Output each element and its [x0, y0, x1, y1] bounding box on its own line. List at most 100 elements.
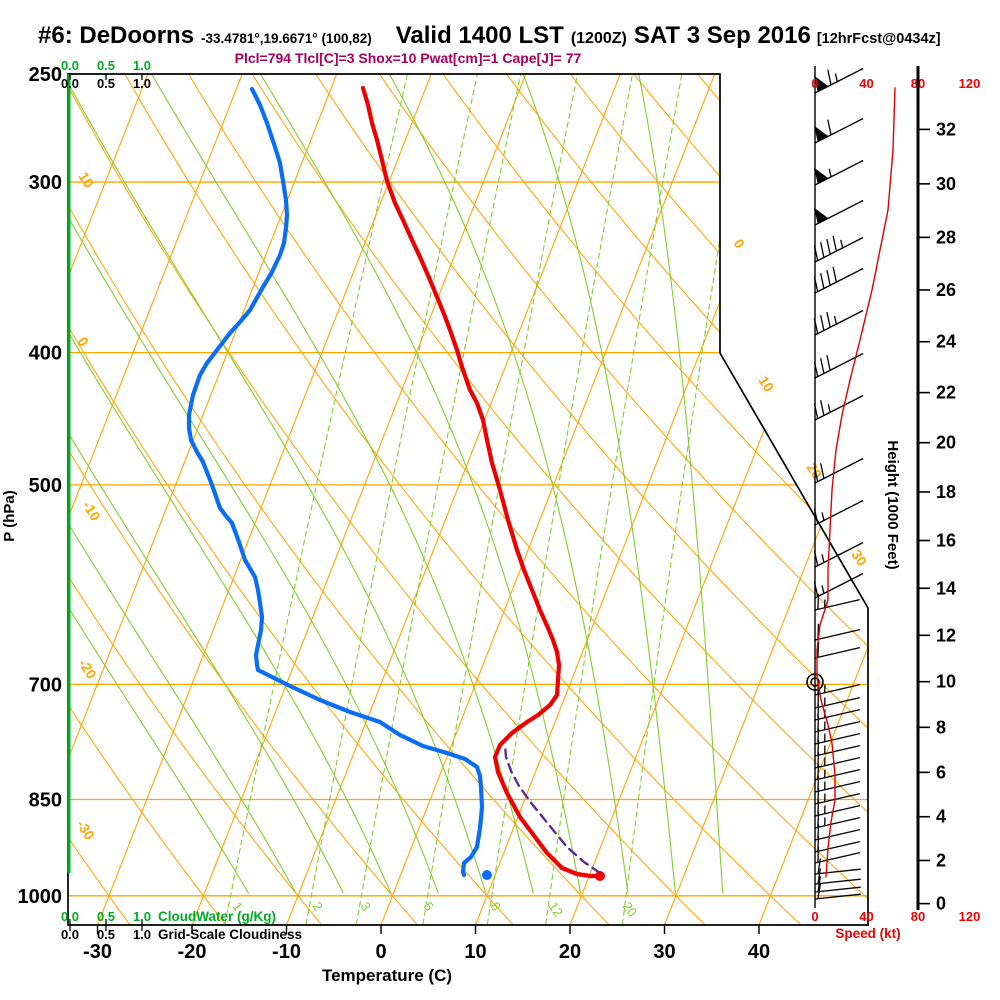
- temp-tick-label--20: -20: [178, 941, 207, 963]
- speed-tick-bottom-0: 0: [811, 909, 818, 924]
- barb-half-feather: [827, 404, 831, 413]
- height-tick-label-32: 32: [936, 119, 956, 139]
- wind-barb: [814, 641, 860, 659]
- barb-feather: [813, 466, 819, 482]
- chart-title: #6: DeDoorns -33.4781°,19.6671° (100,82)…: [38, 22, 970, 50]
- mixing-ratio-line-5: [422, 74, 579, 925]
- pressure-tick-label-300: 300: [29, 172, 62, 194]
- pressure-tick-label-500: 500: [29, 475, 62, 497]
- plot-border: [67, 73, 869, 926]
- level-marker-inner: [810, 677, 820, 687]
- barb-shaft: [814, 541, 864, 568]
- mixing-ratio-line-12: [545, 74, 683, 925]
- speed-tick-top-0: 0: [811, 76, 818, 91]
- isotherm--30: [96, 74, 432, 925]
- wind-barb: [814, 876, 861, 893]
- speed-profile-curve: [816, 87, 896, 878]
- barb-feather: [817, 868, 822, 884]
- temp-axis-label: Temperature (C): [322, 966, 452, 985]
- left-edge-label--20: -20: [75, 656, 100, 682]
- wind-barb: [814, 868, 861, 885]
- mixing-label-5: 5: [421, 899, 437, 914]
- temp-tick-label--10: -10: [272, 941, 301, 963]
- dry-adiabat-10: [68, 74, 514, 925]
- barb-feather: [817, 876, 822, 892]
- dry-adiabat-70: [307, 74, 868, 925]
- wind-barb: [814, 846, 860, 864]
- height-tick-label-18: 18: [936, 482, 956, 502]
- barb-feather: [820, 358, 825, 374]
- barb-feather: [817, 858, 822, 874]
- mixing-ratio-line-3: [355, 74, 522, 925]
- moist-adiabat--15: [68, 74, 249, 894]
- temp-tick-label-10: 10: [464, 941, 486, 963]
- moist-adiabat-20: [252, 74, 582, 894]
- temp-tick-label-30: 30: [653, 941, 675, 963]
- height-tick-label-0: 0: [936, 894, 946, 914]
- barb-feather: [813, 508, 819, 524]
- diag-edge-label-30: 30: [848, 547, 870, 569]
- speed-tick-bottom-40: 40: [859, 909, 873, 924]
- mixing-ratio-line-8: [486, 74, 634, 925]
- valid-date: SAT 3 Sep 2016: [633, 22, 811, 49]
- height-tick-label-20: 20: [936, 433, 956, 453]
- barb-shaft: [814, 709, 860, 721]
- indices-subtitle: Plcl=794 Tlcl[C]=3 Shox=10 Pwat[cm]=1 Ca…: [234, 50, 582, 66]
- height-tick-label-28: 28: [936, 227, 956, 247]
- barb-shaft: [814, 629, 860, 641]
- barb-shaft: [814, 893, 861, 900]
- cloudiness-scale-bottom-0.0: 0.0: [61, 927, 79, 942]
- barb-shaft: [814, 684, 860, 696]
- cloudiness-scale-bottom-0.5: 0.5: [97, 927, 115, 942]
- barb-feather: [826, 311, 831, 328]
- diag-edge-label-0: 0: [730, 236, 748, 251]
- temp-tick-label-0: 0: [375, 941, 386, 963]
- forecast-tag: [12hrFcst@0434z]: [816, 31, 941, 47]
- dry-adiabat--30: [68, 74, 130, 925]
- wind-barb: [813, 541, 864, 568]
- barb-feather: [820, 400, 825, 416]
- barb-feather: [817, 846, 820, 863]
- dry-adiabat-80: [370, 74, 868, 925]
- wind-barb: [813, 457, 864, 484]
- pressure-axis-label: P (hPa): [1, 490, 18, 541]
- speed-tick-bottom-80: 80: [911, 909, 925, 924]
- isotherm--20: [191, 74, 527, 925]
- barb-shaft: [814, 841, 860, 853]
- barb-shaft: [814, 309, 864, 336]
- barb-shaft: [814, 457, 864, 484]
- wind-barb: [813, 309, 864, 336]
- dry-adiabat-0: [68, 74, 418, 925]
- moist-adiabat-15: [144, 74, 534, 894]
- wind-barb: [814, 883, 861, 900]
- pressure-tick-label-250: 250: [29, 64, 62, 86]
- isotherm--40: [68, 74, 338, 925]
- barb-pennant: [813, 167, 829, 184]
- dry-adiabat-60: [244, 74, 868, 925]
- moist-adiabat-5: [68, 74, 439, 894]
- barb-half-feather: [834, 73, 838, 82]
- speed-tick-top-120: 120: [959, 76, 981, 91]
- barb-shaft: [814, 733, 860, 745]
- cloudiness-scale-top-0.5: 0.5: [97, 76, 115, 91]
- dry-adiabat--20: [68, 74, 226, 925]
- moist-adiabat-35: [635, 74, 724, 894]
- barb-feather: [832, 235, 838, 252]
- height-tick-label-8: 8: [936, 717, 946, 737]
- dry-adiabat-50: [180, 74, 868, 925]
- cloudwater-legend: CloudWater (g/Kg): [158, 909, 276, 924]
- diag-edge-label-10: 10: [755, 373, 777, 395]
- barb-shaft: [814, 805, 860, 817]
- left-edge-label-10: 10: [75, 169, 97, 191]
- wind-barb: [814, 691, 860, 709]
- moist-adiabat-0: [68, 74, 392, 894]
- wind-barb: [813, 117, 864, 144]
- wind-barb: [813, 499, 864, 526]
- height-tick-label-16: 16: [936, 530, 956, 550]
- cloudwater-scale-top-0.5: 0.5: [97, 58, 115, 73]
- barb-shaft: [814, 721, 860, 733]
- barb-feather: [813, 581, 819, 597]
- wind-barb: [813, 266, 864, 294]
- mixing-ratio-line-20: [621, 74, 748, 925]
- dewpoint-curve: [186, 86, 485, 878]
